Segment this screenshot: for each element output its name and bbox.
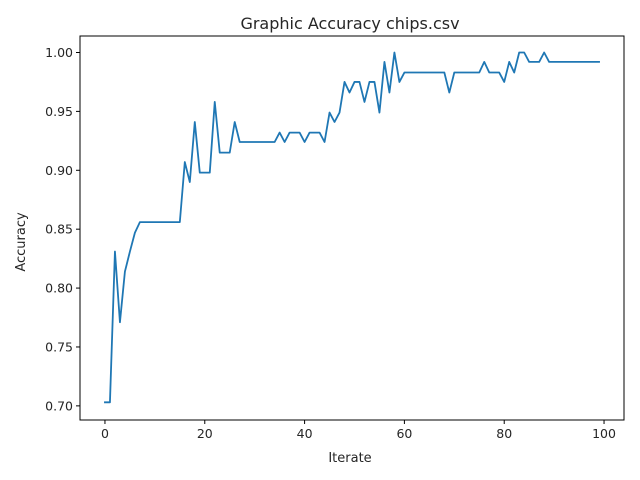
series-line-0 [104, 51, 600, 404]
x-tick-label: 100 [592, 426, 616, 441]
y-tick-label: 0.85 [45, 222, 73, 237]
x-tick-label: 60 [396, 426, 412, 441]
x-tick-label: 40 [297, 426, 313, 441]
chart-title: Graphic Accuracy chips.csv [240, 14, 459, 33]
x-axis-label: Iterate [328, 451, 371, 466]
plot-area [104, 51, 600, 404]
y-tick-label: 0.70 [45, 398, 73, 413]
plot-frame [79, 35, 625, 421]
y-tick-label: 1.00 [45, 45, 73, 60]
y-tick-label: 0.75 [45, 339, 73, 354]
axes: 0 20 40 60 80 100 0.70 0.75 0.80 0.85 0.90 0.95 1.00 [45, 35, 625, 441]
y-axis-label: Accuracy [14, 212, 29, 272]
x-tick-label: 80 [496, 426, 512, 441]
x-tick-label: 20 [197, 426, 213, 441]
y-tick-label: 0.80 [45, 281, 73, 296]
y-tick-label: 0.95 [45, 104, 73, 119]
y-tick-label: 0.90 [45, 163, 73, 178]
x-tick-label: 0 [101, 426, 109, 441]
